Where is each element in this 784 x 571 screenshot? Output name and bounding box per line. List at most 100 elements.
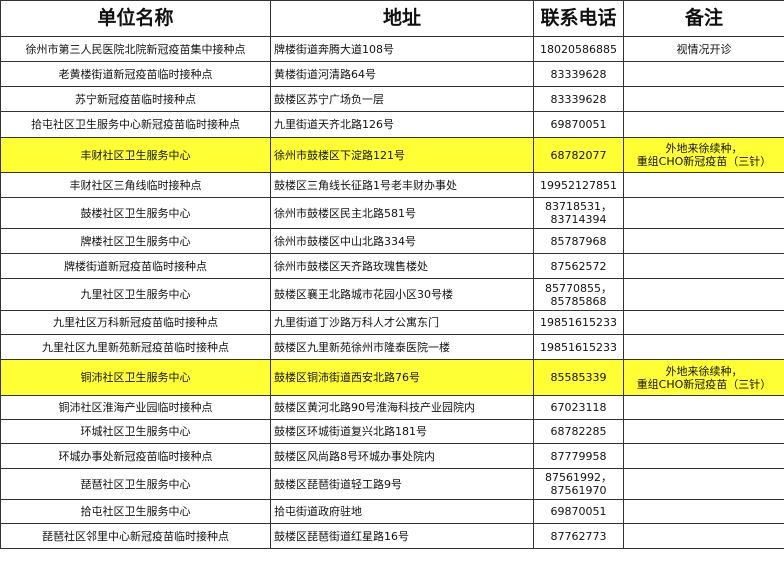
phone: 87762773 — [533, 523, 624, 549]
address: 鼓楼区襄王北路城市花园小区30号楼 — [270, 278, 534, 311]
phone: 19851615233 — [533, 334, 624, 360]
table-row: 琵琶社区卫生服务中心 鼓楼区琵琶街道轻工路9号 87561992， 87561970 — [0, 468, 784, 500]
address: 九里街道丁沙路万科人才公寓东门 — [270, 310, 534, 335]
phone: 85770855， 85785868 — [533, 278, 624, 311]
site-name: 苏宁新冠疫苗临时接种点 — [0, 86, 271, 112]
phone: 69870051 — [533, 111, 624, 138]
table-row: 环城社区卫生服务中心 鼓楼区环城街道复兴北路181号 68782285 — [0, 419, 784, 444]
table-row: 牌楼街道新冠疫苗临时接种点 徐州市鼓楼区天齐路玫瑰售楼处 87562572 — [0, 253, 784, 279]
site-name: 琵琶社区邻里中心新冠疫苗临时接种点 — [0, 523, 271, 549]
table-row: 苏宁新冠疫苗临时接种点 鼓楼区苏宁广场负一层 83339628 — [0, 86, 784, 112]
site-name: 九里社区九里新苑新冠疫苗临时接种点 — [0, 334, 271, 360]
site-name: 拾屯社区卫生服务中心新冠疫苗临时接种点 — [0, 111, 271, 138]
phone: 68782077 — [533, 137, 624, 173]
address: 鼓楼区铜沛街道西安北路76号 — [270, 359, 534, 396]
note — [623, 86, 784, 112]
note — [623, 111, 784, 138]
phone: 19952127851 — [533, 172, 624, 198]
column-header: 地址 — [270, 0, 534, 37]
site-name: 九里社区万科新冠疫苗临时接种点 — [0, 310, 271, 335]
note — [623, 228, 784, 254]
note — [623, 395, 784, 420]
address: 鼓楼区风尚路8号环城办事处院内 — [270, 443, 534, 469]
note: 外地来徐续种， 重组CHO新冠疫苗（三针） — [623, 359, 784, 396]
address: 徐州市鼓楼区下淀路121号 — [270, 137, 534, 173]
table-row: 丰财社区卫生服务中心 徐州市鼓楼区下淀路121号 68782077 外地来徐续种， 重… — [0, 137, 784, 173]
phone: 19851615233 — [533, 310, 624, 335]
column-header: 单位名称 — [0, 0, 271, 37]
phone: 68782285 — [533, 419, 624, 444]
header-row: 单位名称 地址 联系电话 备注 — [0, 0, 784, 37]
note — [623, 172, 784, 198]
phone: 87562572 — [533, 253, 624, 279]
address: 九里街道天齐北路126号 — [270, 111, 534, 138]
table-row: 丰财社区三角线临时接种点 鼓楼区三角线长征路1号老丰财办事处 19952127851 — [0, 172, 784, 198]
note: 外地来徐续种， 重组CHO新冠疫苗（三针） — [623, 137, 784, 173]
address: 徐州市鼓楼区中山北路334号 — [270, 228, 534, 254]
site-name: 牌楼社区卫生服务中心 — [0, 228, 271, 254]
phone: 85585339 — [533, 359, 624, 396]
site-name: 丰财社区卫生服务中心 — [0, 137, 271, 173]
site-name: 丰财社区三角线临时接种点 — [0, 172, 271, 198]
table-row: 九里社区万科新冠疫苗临时接种点 九里街道丁沙路万科人才公寓东门 1985161523… — [0, 310, 784, 335]
address: 徐州市鼓楼区天齐路玫瑰售楼处 — [270, 253, 534, 279]
note: 视情况开诊 — [623, 36, 784, 62]
note — [623, 61, 784, 87]
note — [623, 310, 784, 335]
table-row: 九里社区卫生服务中心 鼓楼区襄王北路城市花园小区30号楼 85770855， 857… — [0, 278, 784, 311]
table-row: 老黄楼街道新冠疫苗临时接种点 黄楼街道河清路64号 83339628 — [0, 61, 784, 87]
site-name: 铜沛社区淮海产业园临时接种点 — [0, 395, 271, 420]
note — [623, 197, 784, 229]
address: 鼓楼区苏宁广场负一层 — [270, 86, 534, 112]
note — [623, 253, 784, 279]
table-row: 牌楼社区卫生服务中心 徐州市鼓楼区中山北路334号 85787968 — [0, 228, 784, 254]
table-row: 九里社区九里新苑新冠疫苗临时接种点 鼓楼区九里新苑徐州市隆泰医院一楼 1985161… — [0, 334, 784, 360]
note — [623, 523, 784, 549]
phone: 69870051 — [533, 499, 624, 524]
phone: 83339628 — [533, 86, 624, 112]
site-name: 牌楼街道新冠疫苗临时接种点 — [0, 253, 271, 279]
table-row: 徐州市第三人民医院北院新冠疫苗集中接种点 牌楼街道奔腾大道108号 18020586… — [0, 36, 784, 62]
site-name: 徐州市第三人民医院北院新冠疫苗集中接种点 — [0, 36, 271, 62]
column-header: 联系电话 — [533, 0, 624, 37]
table-row: 鼓楼社区卫生服务中心 徐州市鼓楼区民主北路581号 83718531， 837143… — [0, 197, 784, 229]
table-row: 拾屯社区卫生服务中心 拾屯街道政府驻地 69870051 — [0, 499, 784, 524]
phone: 83718531， 83714394 — [533, 197, 624, 229]
site-name: 铜沛社区卫生服务中心 — [0, 359, 271, 396]
phone: 85787968 — [533, 228, 624, 254]
vaccination-site-table: 单位名称 地址 联系电话 备注 徐州市第三人民医院北院新冠疫苗集中接种点 牌楼街道奔腾大… — [0, 0, 784, 549]
address: 黄楼街道河清路64号 — [270, 61, 534, 87]
note — [623, 499, 784, 524]
table-row: 拾屯社区卫生服务中心新冠疫苗临时接种点 九里街道天齐北路126号 69870051 — [0, 111, 784, 138]
site-name: 老黄楼街道新冠疫苗临时接种点 — [0, 61, 271, 87]
note — [623, 443, 784, 469]
site-name: 鼓楼社区卫生服务中心 — [0, 197, 271, 229]
site-name: 九里社区卫生服务中心 — [0, 278, 271, 311]
note — [623, 468, 784, 500]
table-row: 铜沛社区淮海产业园临时接种点 鼓楼区黄河北路90号淮海科技产业园院内 6702311… — [0, 395, 784, 420]
address: 鼓楼区环城街道复兴北路181号 — [270, 419, 534, 444]
phone: 87561992， 87561970 — [533, 468, 624, 500]
address: 拾屯街道政府驻地 — [270, 499, 534, 524]
site-name: 琵琶社区卫生服务中心 — [0, 468, 271, 500]
phone: 83339628 — [533, 61, 624, 87]
address: 鼓楼区九里新苑徐州市隆泰医院一楼 — [270, 334, 534, 360]
phone: 18020586885 — [533, 36, 624, 62]
table-row: 琵琶社区邻里中心新冠疫苗临时接种点 鼓楼区琵琶街道红星路16号 87762773 — [0, 523, 784, 549]
site-name: 环城社区卫生服务中心 — [0, 419, 271, 444]
site-name: 环城办事处新冠疫苗临时接种点 — [0, 443, 271, 469]
site-name: 拾屯社区卫生服务中心 — [0, 499, 271, 524]
table-row: 环城办事处新冠疫苗临时接种点 鼓楼区风尚路8号环城办事处院内 87779958 — [0, 443, 784, 469]
address: 徐州市鼓楼区民主北路581号 — [270, 197, 534, 229]
address: 鼓楼区琵琶街道红星路16号 — [270, 523, 534, 549]
note — [623, 334, 784, 360]
table-row: 铜沛社区卫生服务中心 鼓楼区铜沛街道西安北路76号 85585339 外地来徐续种， … — [0, 359, 784, 396]
note — [623, 278, 784, 311]
note — [623, 419, 784, 444]
address: 鼓楼区琵琶街道轻工路9号 — [270, 468, 534, 500]
phone: 87779958 — [533, 443, 624, 469]
column-header: 备注 — [623, 0, 784, 37]
address: 鼓楼区黄河北路90号淮海科技产业园院内 — [270, 395, 534, 420]
address: 牌楼街道奔腾大道108号 — [270, 36, 534, 62]
